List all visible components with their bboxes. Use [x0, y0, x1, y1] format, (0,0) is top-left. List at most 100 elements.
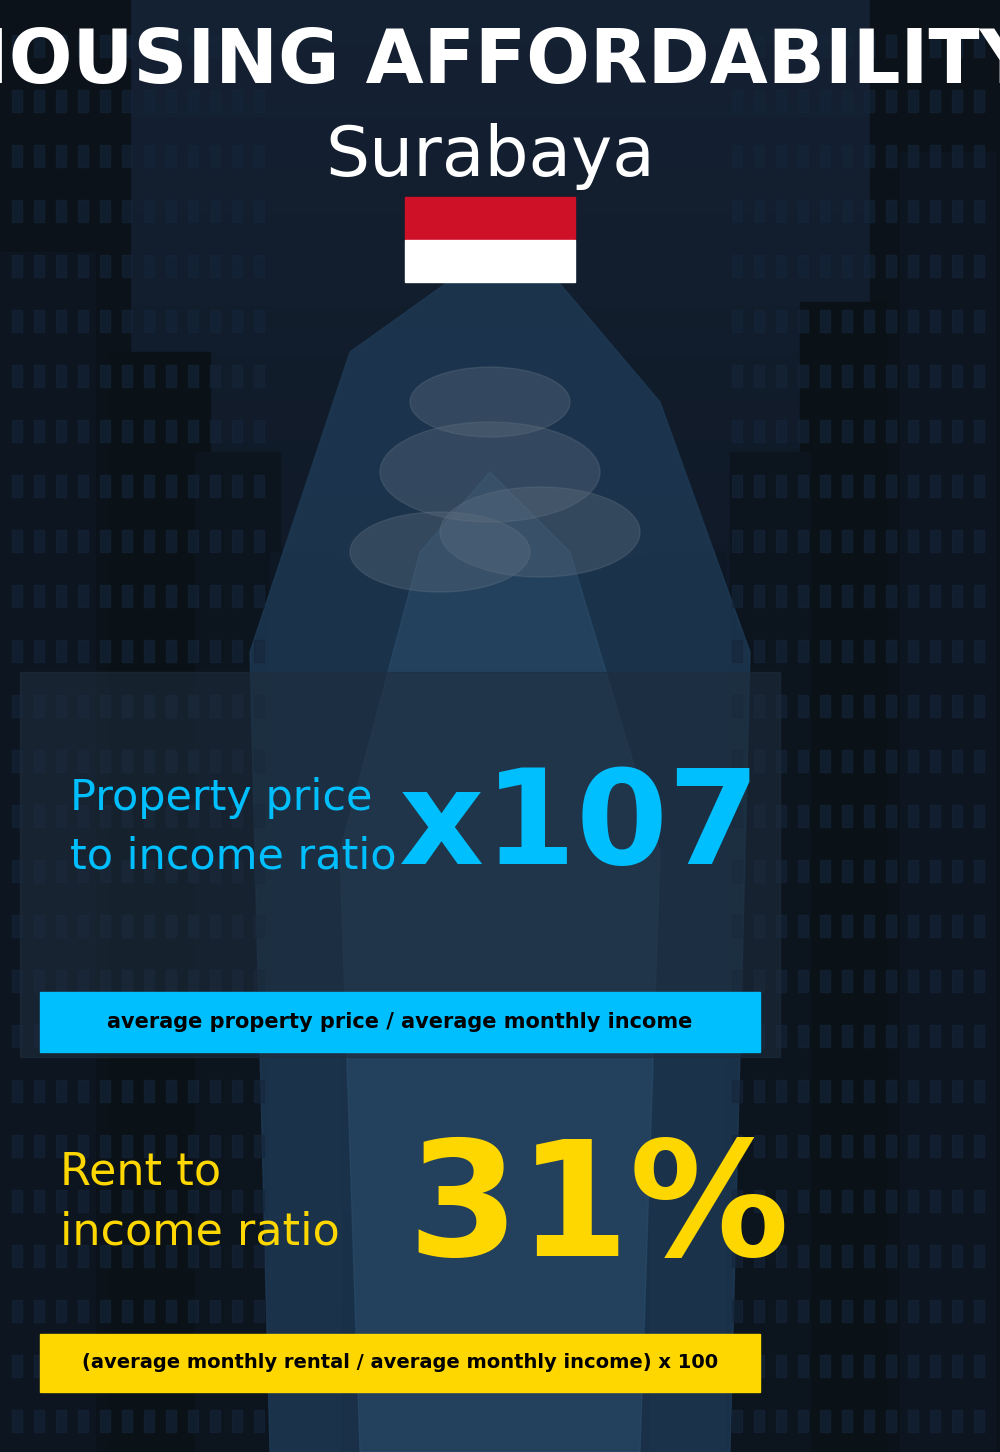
Bar [0, 855, 1000, 861]
Bar [0, 1073, 1000, 1079]
Bar [870, 0, 1000, 1452]
Bar [0, 52, 1000, 58]
Bar [0, 440, 1000, 446]
Bar [0, 62, 1000, 68]
Bar [900, 152, 995, 1452]
Bar [776, 1355, 786, 1376]
Bar [0, 492, 1000, 498]
Bar [0, 681, 1000, 687]
Bar [0, 735, 1000, 741]
Bar [798, 90, 808, 112]
Bar [270, 552, 340, 1452]
Bar [732, 585, 742, 607]
Bar [0, 1025, 1000, 1031]
Bar [144, 420, 154, 441]
Bar [930, 970, 940, 992]
Bar [798, 585, 808, 607]
Bar [166, 585, 176, 607]
Bar [100, 1300, 110, 1321]
Bar [12, 1025, 22, 1047]
Bar [144, 804, 154, 828]
Bar [0, 986, 1000, 992]
Bar [0, 1417, 1000, 1423]
Bar [166, 696, 176, 717]
Bar [254, 585, 264, 607]
Bar [0, 1330, 1000, 1336]
Bar [952, 1355, 962, 1376]
Bar [0, 1384, 1000, 1390]
Bar [232, 1135, 242, 1157]
Bar [0, 96, 1000, 102]
Bar [908, 1410, 918, 1432]
Bar [0, 1141, 1000, 1147]
Bar [908, 420, 918, 441]
Bar [0, 376, 1000, 382]
Bar [0, 1442, 1000, 1448]
Bar [110, 351, 210, 1452]
Bar [0, 1102, 1000, 1108]
Bar [100, 200, 110, 222]
Bar [56, 1191, 66, 1212]
Bar [12, 696, 22, 717]
Bar [188, 1410, 198, 1432]
Bar [144, 1410, 154, 1432]
Bar [100, 860, 110, 881]
Bar [974, 35, 984, 57]
Bar [0, 730, 1000, 736]
Bar [732, 475, 742, 497]
Bar [952, 475, 962, 497]
Bar [798, 145, 808, 167]
Bar [0, 1054, 1000, 1060]
Bar [650, 552, 725, 1452]
Bar [254, 420, 264, 441]
Bar [0, 953, 1000, 958]
Bar [908, 1191, 918, 1212]
Bar [166, 309, 176, 333]
Bar [930, 1300, 940, 1321]
Bar [952, 364, 962, 388]
Bar [0, 971, 1000, 977]
Bar [210, 804, 220, 828]
Bar [864, 475, 874, 497]
Bar [0, 594, 1000, 600]
Bar [0, 396, 1000, 402]
Bar [864, 309, 874, 333]
Bar [100, 1355, 110, 1376]
Bar [0, 1374, 1000, 1379]
Bar [952, 145, 962, 167]
Bar [254, 860, 264, 881]
Bar [0, 227, 1000, 232]
Bar [820, 585, 830, 607]
Bar [100, 804, 110, 828]
Bar [254, 751, 264, 772]
Bar [100, 640, 110, 662]
Bar [166, 256, 176, 277]
Bar [78, 696, 88, 717]
Bar [0, 251, 1000, 257]
Bar [254, 530, 264, 552]
Bar [754, 364, 764, 388]
Bar [732, 1080, 742, 1102]
Bar [232, 420, 242, 441]
Bar [122, 364, 132, 388]
Bar [166, 1244, 176, 1268]
Bar [886, 1080, 896, 1102]
Bar [754, 90, 764, 112]
Bar [842, 1355, 852, 1376]
Bar [0, 57, 1000, 62]
Bar [820, 1355, 830, 1376]
Bar [952, 860, 962, 881]
Bar [0, 909, 1000, 915]
Bar [0, 86, 1000, 91]
Bar [0, 1185, 1000, 1191]
Bar [952, 696, 962, 717]
Bar [0, 449, 1000, 454]
Bar [908, 585, 918, 607]
Bar [974, 530, 984, 552]
Bar [0, 324, 1000, 330]
Bar [210, 1300, 220, 1321]
Bar [188, 256, 198, 277]
Bar [952, 1244, 962, 1268]
Bar [0, 106, 1000, 112]
Bar [842, 1244, 852, 1268]
